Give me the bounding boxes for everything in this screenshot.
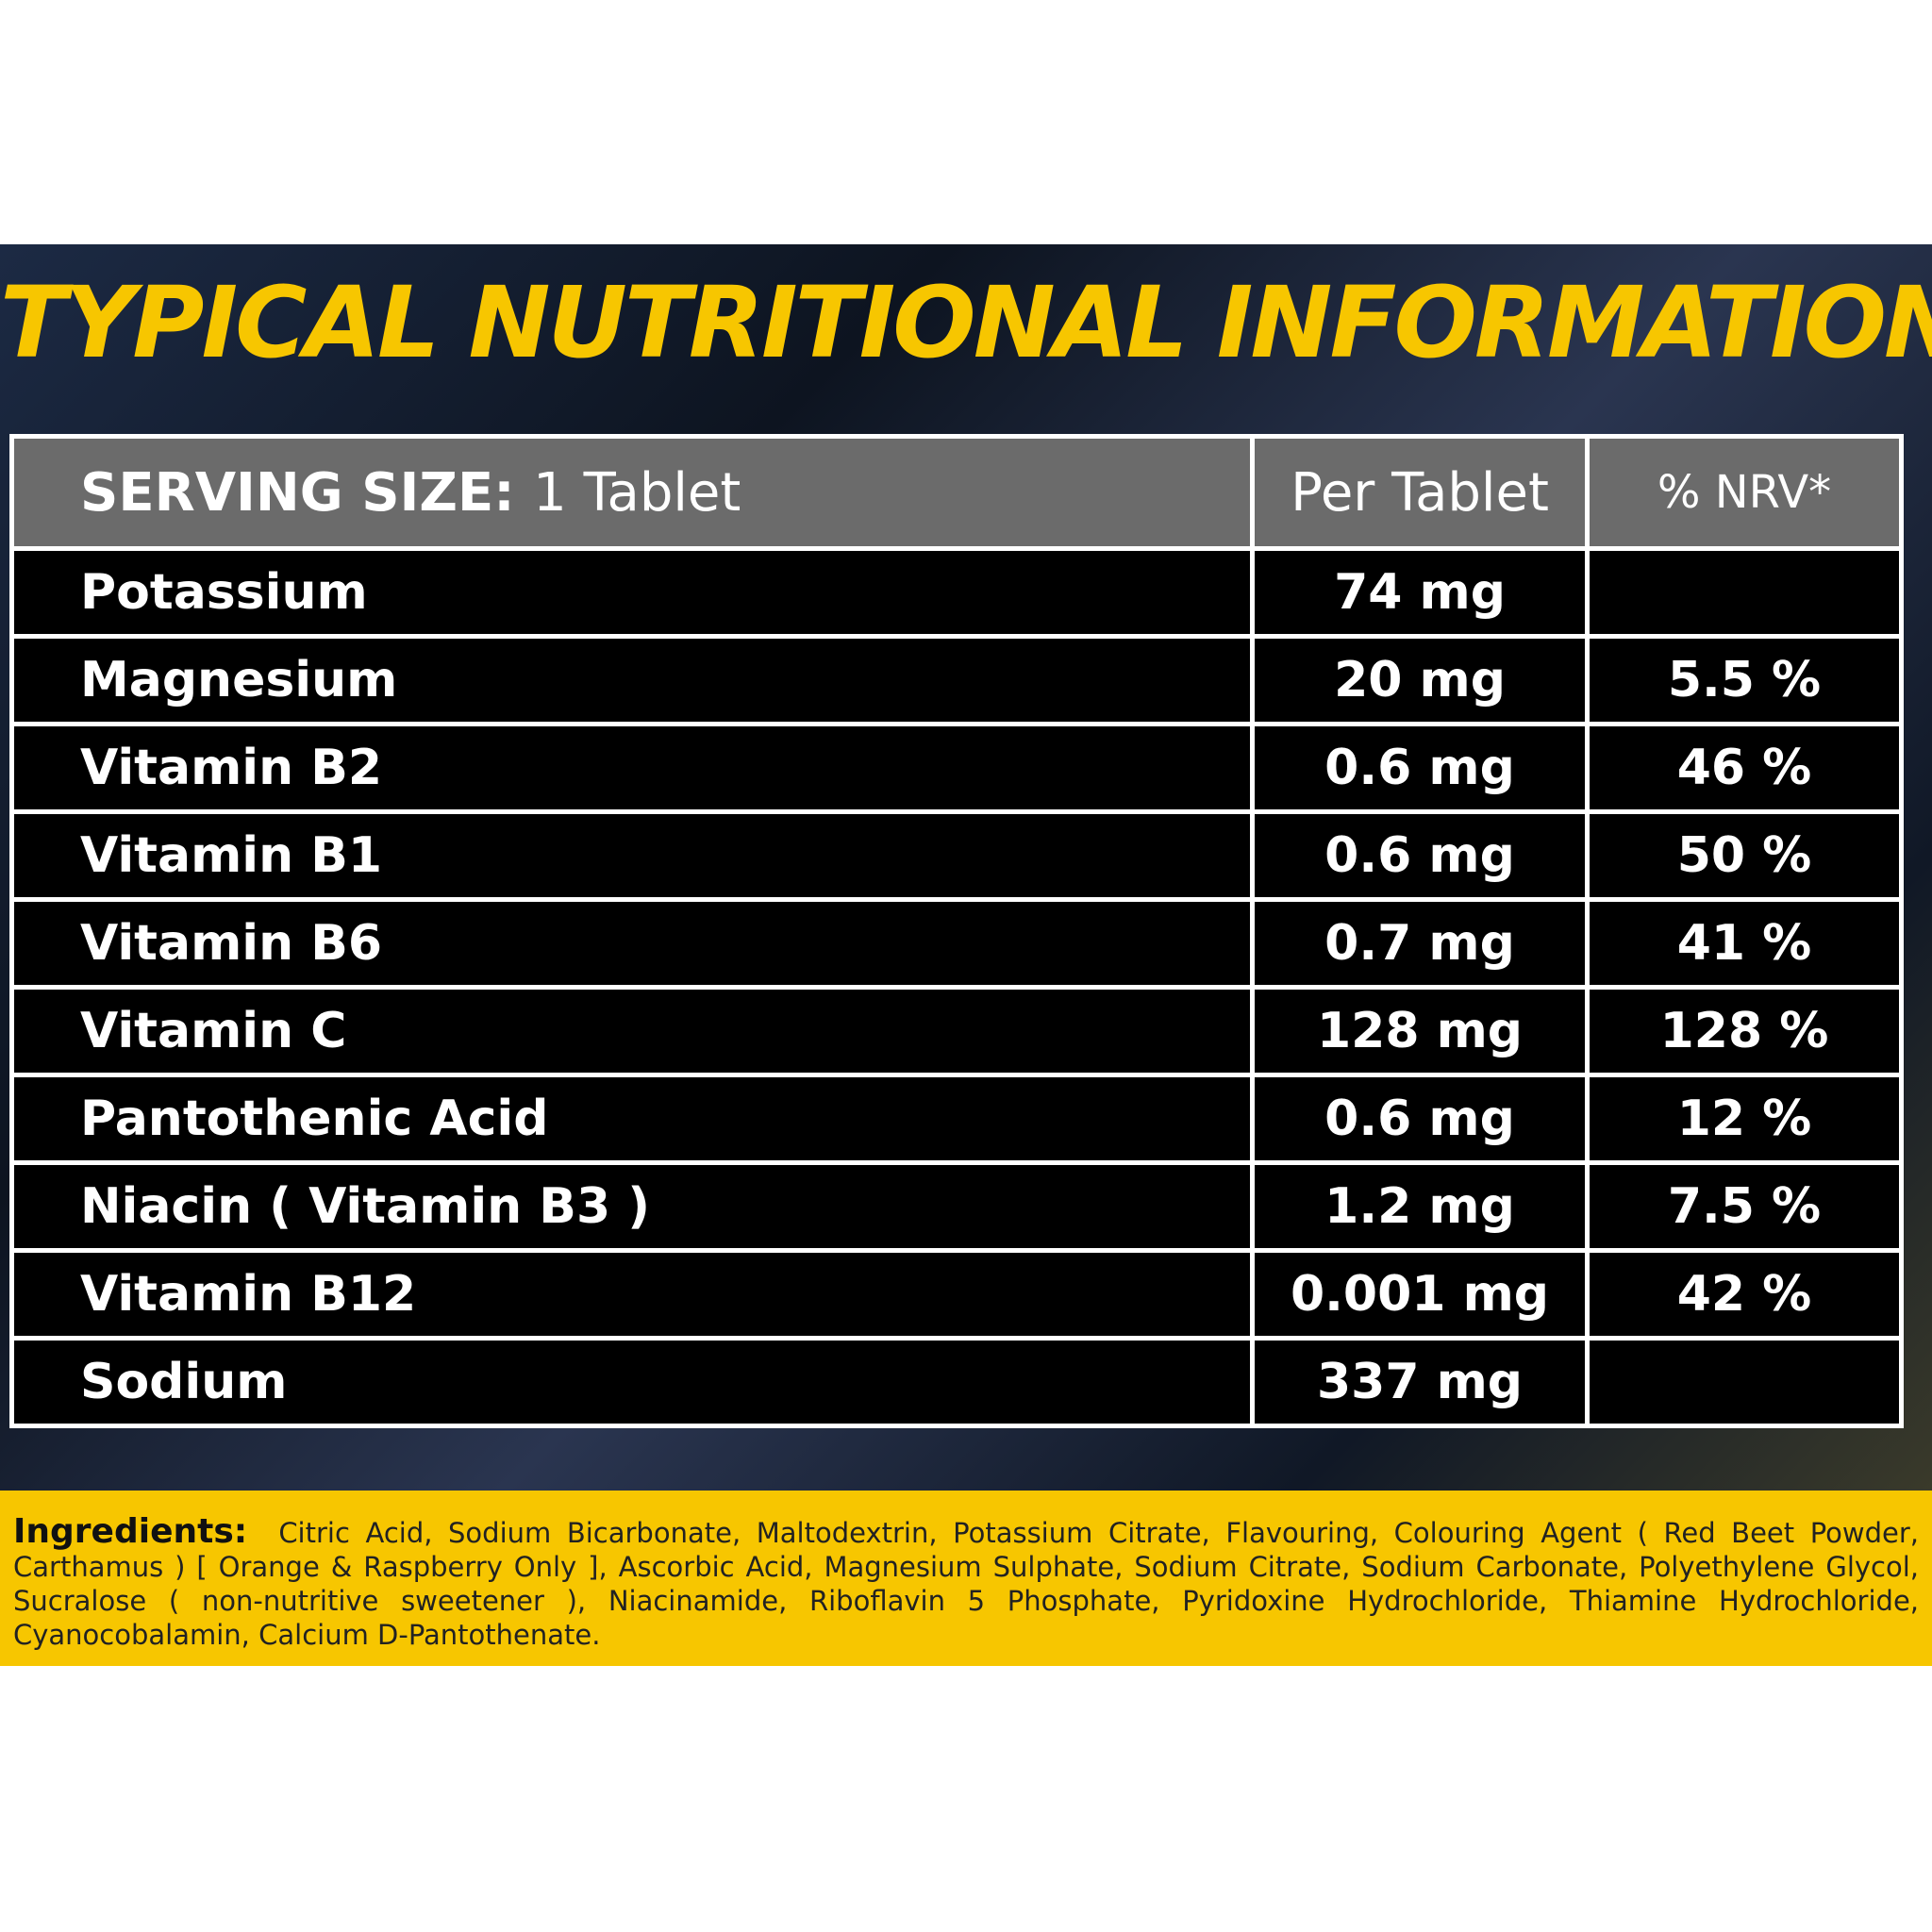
per-tablet: 0.6 mg bbox=[1250, 722, 1590, 814]
serving-label: SERVING SIZE: bbox=[80, 461, 515, 524]
nrv bbox=[1585, 546, 1904, 639]
header-cell: Per Tablet bbox=[1250, 434, 1590, 551]
per-tablet: 74 mg bbox=[1250, 546, 1590, 639]
nutrient-row: Pantothenic Acid 0.6 mg 12 % bbox=[9, 1073, 1904, 1165]
nutrient-row: Niacin ( Vitamin B3 ) 1.2 mg 7.5 % bbox=[9, 1160, 1904, 1253]
nutrient-row: Vitamin B1 0.6 mg 50 % bbox=[9, 809, 1904, 902]
nutrient-name: Vitamin C bbox=[9, 985, 1255, 1077]
nutrient-row: Vitamin B2 0.6 mg 46 % bbox=[9, 722, 1904, 814]
ingredients-label: Ingredients: bbox=[13, 1512, 248, 1551]
nutrient-name: Vitamin B1 bbox=[9, 809, 1255, 902]
nrv: 50 % bbox=[1585, 809, 1904, 902]
nutrient-name: Sodium bbox=[9, 1336, 1255, 1428]
per-tablet: 20 mg bbox=[1250, 634, 1590, 726]
nutrient-row: Sodium 337 mg bbox=[9, 1336, 1904, 1428]
nutrient-row: Vitamin B12 0.001 mg 42 % bbox=[9, 1248, 1904, 1341]
nutrition-table: SERVING SIZE: 1 Tablet Per Tablet % NRV*… bbox=[9, 434, 1904, 1428]
ingredients-body: Citric Acid, Sodium Bicarbonate, Maltode… bbox=[13, 1517, 1920, 1651]
per-tablet: 0.7 mg bbox=[1250, 897, 1590, 990]
per-tablet: 0.6 mg bbox=[1250, 809, 1590, 902]
ingredients: Ingredients: Citric Acid, Sodium Bicarbo… bbox=[0, 1491, 1932, 1666]
nutrient-name: Vitamin B12 bbox=[9, 1248, 1255, 1341]
per-tablet: 0.001 mg bbox=[1250, 1248, 1590, 1341]
nrv: 12 % bbox=[1585, 1073, 1904, 1165]
title: TYPICAL NUTRITIONAL INFORMATION bbox=[0, 265, 1932, 380]
header-row: SERVING SIZE: 1 Tablet Per Tablet % NRV* bbox=[9, 434, 1904, 551]
nrv bbox=[1585, 1336, 1904, 1428]
nutrient-name: Pantothenic Acid bbox=[9, 1073, 1255, 1165]
nrv: 46 % bbox=[1585, 722, 1904, 814]
header-cell: SERVING SIZE: 1 Tablet bbox=[9, 434, 1255, 551]
nutrient-row: Vitamin C 128 mg 128 % bbox=[9, 985, 1904, 1077]
header-cell: % NRV* bbox=[1585, 434, 1904, 551]
nrv: 7.5 % bbox=[1585, 1160, 1904, 1253]
nutrient-name: Potassium bbox=[9, 546, 1255, 639]
nrv: 42 % bbox=[1585, 1248, 1904, 1341]
per-tablet: 1.2 mg bbox=[1250, 1160, 1590, 1253]
ingredients-text: Ingredients: Citric Acid, Sodium Bicarbo… bbox=[0, 1491, 1932, 1652]
nutrient-name: Vitamin B2 bbox=[9, 722, 1255, 814]
nutrient-name: Magnesium bbox=[9, 634, 1255, 726]
per-tablet: 128 mg bbox=[1250, 985, 1590, 1077]
per-tablet: 337 mg bbox=[1250, 1336, 1590, 1428]
nutrient-row: Potassium 74 mg bbox=[9, 546, 1904, 639]
nutrient-name: Niacin ( Vitamin B3 ) bbox=[9, 1160, 1255, 1253]
nrv: 5.5 % bbox=[1585, 634, 1904, 726]
nutrient-name: Vitamin B6 bbox=[9, 897, 1255, 990]
nutrient-row: Magnesium 20 mg 5.5 % bbox=[9, 634, 1904, 726]
nutrient-row: Vitamin B6 0.7 mg 41 % bbox=[9, 897, 1904, 990]
nrv: 128 % bbox=[1585, 985, 1904, 1077]
per-tablet: 0.6 mg bbox=[1250, 1073, 1590, 1165]
nrv: 41 % bbox=[1585, 897, 1904, 990]
serving-value: 1 Tablet bbox=[533, 461, 741, 524]
